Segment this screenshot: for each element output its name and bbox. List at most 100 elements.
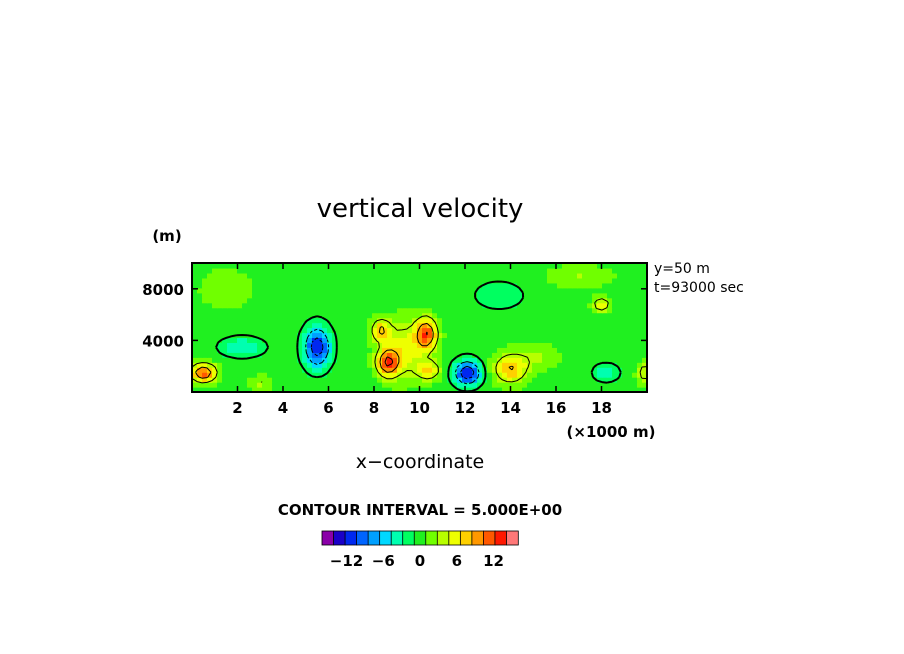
heatmap-cell: [552, 272, 558, 279]
heatmap-cell: [502, 357, 508, 363]
heatmap-cell: [592, 263, 598, 269]
heatmap-cell: [532, 337, 538, 343]
heatmap-cell: [582, 282, 588, 289]
heatmap-cell: [432, 337, 438, 343]
heatmap-cell: [347, 267, 353, 274]
heatmap-cell: [412, 322, 418, 329]
heatmap-cell: [237, 312, 243, 319]
heatmap-cell: [632, 332, 638, 339]
heatmap-cell: [542, 297, 548, 304]
heatmap-cell: [517, 337, 523, 343]
heatmap-cell: [597, 377, 603, 383]
heatmap-cell: [347, 377, 353, 383]
heatmap-cell: [532, 387, 538, 392]
heatmap-cell: [447, 272, 453, 279]
heatmap-cell: [517, 367, 523, 373]
heatmap-cell: [287, 302, 293, 309]
heatmap-cell: [347, 272, 353, 279]
heatmap-cell: [512, 322, 518, 329]
heatmap-cell: [212, 282, 218, 289]
heatmap-cell: [557, 277, 563, 284]
heatmap-cell: [542, 357, 548, 363]
heatmap-cell: [602, 352, 608, 358]
heatmap-cell: [382, 277, 388, 284]
heatmap-cell: [342, 282, 348, 289]
heatmap-cell: [332, 277, 338, 284]
heatmap-cell: [472, 263, 478, 269]
heatmap-cell: [237, 272, 243, 279]
heatmap-cell: [597, 387, 603, 392]
heatmap-cell: [527, 297, 533, 304]
colorbar: [321, 530, 519, 546]
heatmap-cell: [192, 322, 198, 329]
heatmap-cell: [622, 332, 628, 339]
heatmap-cell: [467, 367, 473, 373]
heatmap-cell: [522, 292, 528, 299]
heatmap-cell: [422, 282, 428, 289]
heatmap-cell: [472, 277, 478, 284]
heatmap-cell: [527, 342, 533, 348]
heatmap-cell: [467, 272, 473, 279]
heatmap-cell: [387, 352, 393, 358]
heatmap-cell: [417, 312, 423, 319]
heatmap-cell: [237, 352, 243, 358]
heatmap-cell: [317, 307, 323, 314]
heatmap-cell: [222, 332, 228, 339]
heatmap-cell: [422, 312, 428, 319]
heatmap-cell: [592, 372, 598, 378]
heatmap-cell: [417, 342, 423, 348]
heatmap-cell: [482, 287, 488, 294]
heatmap-cell: [607, 297, 613, 304]
heatmap-cell: [632, 377, 638, 383]
heatmap-cell: [557, 272, 563, 279]
heatmap-cell: [532, 367, 538, 373]
heatmap-cell: [572, 342, 578, 348]
heatmap-cell: [242, 317, 248, 324]
heatmap-cell: [362, 263, 368, 269]
heatmap-cell: [302, 272, 308, 279]
heatmap-cell: [557, 322, 563, 329]
heatmap-cell: [267, 292, 273, 299]
heatmap-cell: [582, 337, 588, 343]
heatmap-cell: [497, 292, 503, 299]
heatmap-cell: [482, 297, 488, 304]
heatmap-cell: [197, 362, 203, 368]
heatmap-cell: [192, 357, 198, 363]
heatmap-cell: [592, 327, 598, 334]
heatmap-cell: [252, 342, 258, 348]
heatmap-cell: [287, 287, 293, 294]
heatmap-cell: [487, 357, 493, 363]
heatmap-cell: [587, 342, 593, 348]
heatmap-cell: [227, 263, 233, 269]
heatmap-cell: [237, 367, 243, 373]
heatmap-cell: [597, 307, 603, 314]
heatmap-cell: [217, 282, 223, 289]
heatmap-cell: [507, 307, 513, 314]
heatmap-cell: [412, 377, 418, 383]
heatmap-cell: [427, 263, 433, 269]
heatmap-cell: [537, 282, 543, 289]
heatmap-cell: [327, 277, 333, 284]
heatmap-cell: [637, 367, 643, 373]
heatmap-cell: [467, 317, 473, 324]
heatmap-cell: [542, 327, 548, 334]
heatmap-cell: [432, 287, 438, 294]
heatmap-cell: [442, 292, 448, 299]
heatmap-cell: [467, 263, 473, 269]
heatmap-cell: [542, 382, 548, 388]
heatmap-cell: [292, 357, 298, 363]
heatmap-cell: [452, 387, 458, 392]
heatmap-cell: [537, 263, 543, 269]
heatmap-cell: [302, 292, 308, 299]
heatmap-cell: [572, 282, 578, 289]
heatmap-cell: [362, 382, 368, 388]
heatmap-cell: [357, 277, 363, 284]
heatmap-cell: [612, 387, 618, 392]
heatmap-cell: [522, 297, 528, 304]
heatmap-cell: [607, 352, 613, 358]
heatmap-cell: [522, 352, 528, 358]
heatmap-cell: [397, 292, 403, 299]
heatmap-cell: [247, 307, 253, 314]
heatmap-cell: [332, 267, 338, 274]
heatmap-cell: [602, 357, 608, 363]
